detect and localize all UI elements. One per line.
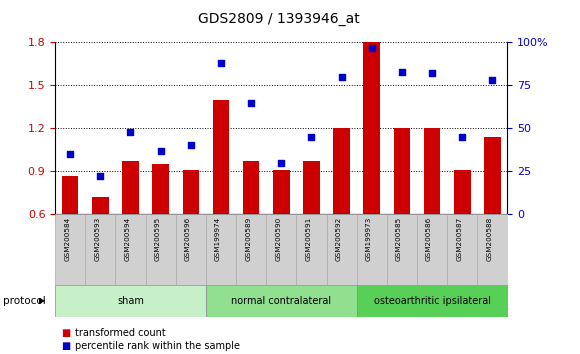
- Point: [427, 70, 437, 76]
- Bar: [122, 161, 139, 214]
- Text: GSM200585: GSM200585: [396, 216, 402, 261]
- Text: normal contralateral: normal contralateral: [231, 296, 331, 306]
- Point: [397, 69, 407, 74]
- Text: GSM200596: GSM200596: [185, 216, 191, 261]
- Point: [186, 143, 195, 148]
- Text: ■: ■: [61, 328, 70, 338]
- Bar: [417, 214, 447, 285]
- Point: [96, 173, 105, 179]
- Point: [458, 134, 467, 140]
- Bar: [303, 161, 320, 214]
- Text: protocol: protocol: [3, 296, 46, 306]
- Text: GSM199974: GSM199974: [215, 216, 221, 261]
- Text: GSM200588: GSM200588: [487, 216, 492, 261]
- Bar: [447, 214, 477, 285]
- Bar: [387, 214, 417, 285]
- Bar: [243, 161, 259, 214]
- Bar: [424, 129, 440, 214]
- Bar: [92, 197, 108, 214]
- Point: [307, 134, 316, 140]
- Bar: [115, 214, 146, 285]
- Text: GSM200593: GSM200593: [95, 216, 100, 261]
- Point: [367, 45, 376, 51]
- Bar: [296, 214, 327, 285]
- Point: [277, 160, 286, 166]
- Bar: [146, 214, 176, 285]
- Text: transformed count: transformed count: [75, 328, 166, 338]
- Text: GSM200589: GSM200589: [245, 216, 251, 261]
- Bar: [206, 214, 236, 285]
- Text: GSM199973: GSM199973: [366, 216, 372, 261]
- Text: GSM200586: GSM200586: [426, 216, 432, 261]
- Bar: [153, 164, 169, 214]
- Bar: [183, 170, 199, 214]
- Bar: [357, 285, 508, 317]
- Text: GSM200584: GSM200584: [64, 216, 70, 261]
- Bar: [55, 285, 206, 317]
- Text: GDS2809 / 1393946_at: GDS2809 / 1393946_at: [198, 12, 359, 27]
- Bar: [334, 129, 350, 214]
- Point: [156, 148, 165, 154]
- Text: GSM200590: GSM200590: [276, 216, 281, 261]
- Bar: [85, 214, 115, 285]
- Text: osteoarthritic ipsilateral: osteoarthritic ipsilateral: [374, 296, 491, 306]
- Point: [126, 129, 135, 135]
- Bar: [213, 100, 229, 214]
- Bar: [273, 170, 289, 214]
- Bar: [327, 214, 357, 285]
- Text: sham: sham: [117, 296, 144, 306]
- Bar: [477, 214, 508, 285]
- Bar: [266, 214, 296, 285]
- Text: ■: ■: [61, 341, 70, 351]
- Point: [216, 60, 226, 66]
- Text: GSM200587: GSM200587: [456, 216, 462, 261]
- Bar: [394, 129, 410, 214]
- Text: GSM200595: GSM200595: [155, 216, 161, 261]
- Text: ▶: ▶: [38, 296, 45, 306]
- Bar: [454, 170, 470, 214]
- Text: GSM200591: GSM200591: [306, 216, 311, 261]
- Point: [66, 151, 75, 157]
- Text: GSM200594: GSM200594: [125, 216, 130, 261]
- Bar: [364, 42, 380, 214]
- Text: percentile rank within the sample: percentile rank within the sample: [75, 341, 240, 351]
- Bar: [357, 214, 387, 285]
- Bar: [236, 214, 266, 285]
- Bar: [55, 214, 85, 285]
- Point: [488, 78, 497, 83]
- Bar: [62, 176, 78, 214]
- Text: GSM200592: GSM200592: [336, 216, 342, 261]
- Bar: [176, 214, 206, 285]
- Bar: [484, 137, 501, 214]
- Point: [246, 100, 256, 105]
- Bar: [206, 285, 357, 317]
- Point: [337, 74, 346, 80]
